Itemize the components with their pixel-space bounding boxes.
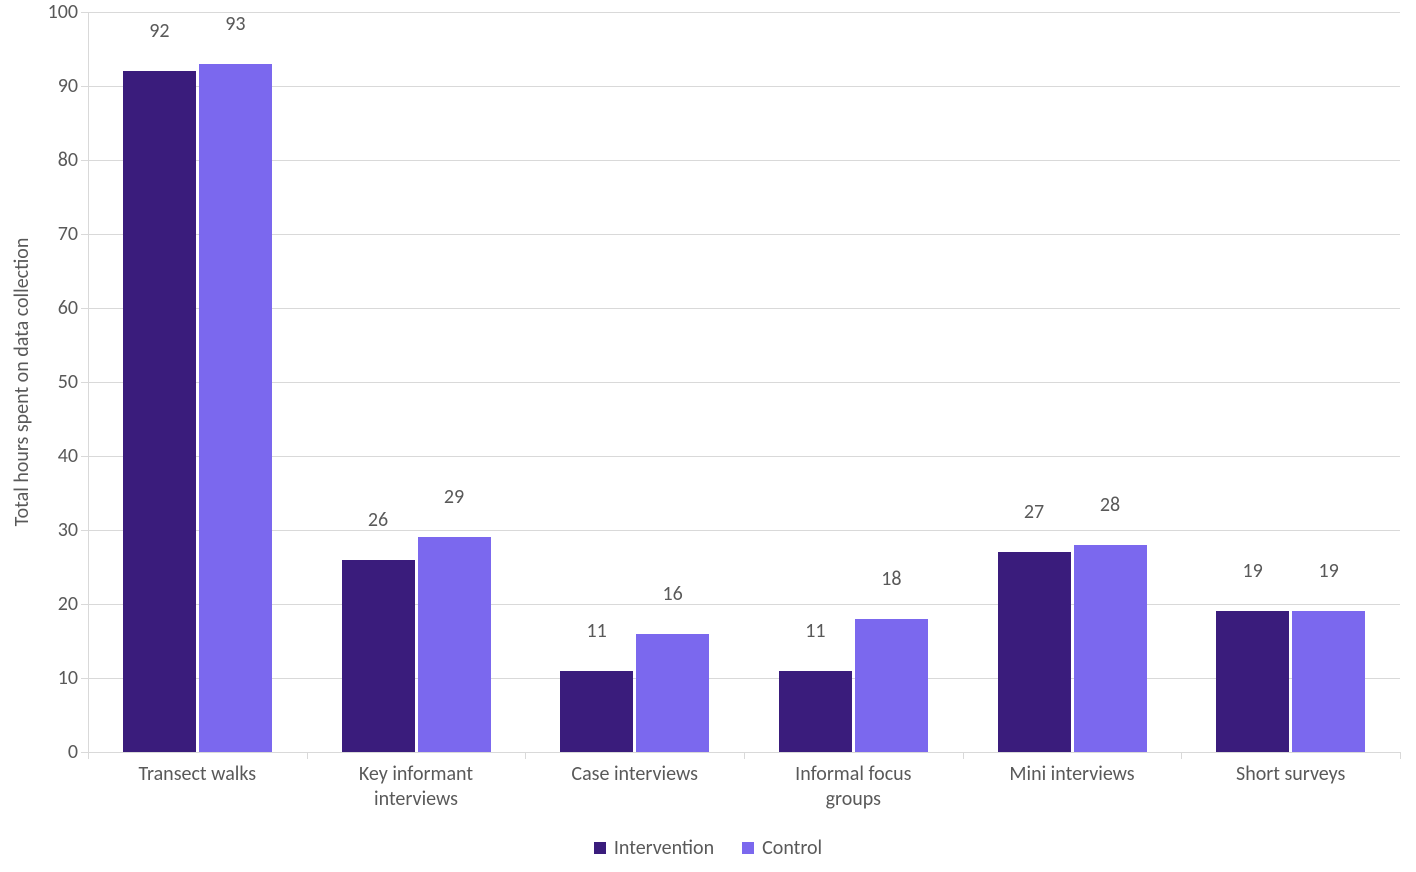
bar-value-label: 27 (1024, 500, 1044, 524)
bar-value-label: 28 (1100, 493, 1120, 517)
bar (636, 634, 709, 752)
y-axis-label: Total hours spent on data collection (10, 238, 34, 527)
category-label: Key informantinterviews (311, 752, 522, 812)
gridline (88, 604, 1400, 605)
bar-value-label: 19 (1319, 559, 1339, 583)
x-tick-mark (1181, 752, 1182, 759)
bar-value-label: 19 (1243, 559, 1263, 583)
x-tick-mark (88, 752, 89, 759)
y-tick-label: 90 (58, 74, 88, 98)
gridline (88, 382, 1400, 383)
bar (1292, 611, 1365, 752)
legend-item: Intervention (594, 836, 714, 860)
legend-item: Control (742, 836, 822, 860)
legend-label: Control (762, 836, 822, 860)
y-tick-label: 10 (58, 666, 88, 690)
gridline (88, 160, 1400, 161)
bar-value-label: 18 (881, 567, 901, 591)
bar (779, 671, 852, 752)
bar-value-label: 29 (444, 485, 464, 509)
bar-value-label: 16 (663, 582, 683, 606)
y-tick-label: 20 (58, 592, 88, 616)
gridline (88, 678, 1400, 679)
x-tick-mark (1400, 752, 1401, 759)
gridline (88, 456, 1400, 457)
bar (418, 537, 491, 752)
bar-value-label: 11 (805, 619, 825, 643)
bar (1074, 545, 1147, 752)
bar (998, 552, 1071, 752)
y-tick-label: 70 (58, 222, 88, 246)
bar (855, 619, 928, 752)
bar (199, 64, 272, 752)
gridline (88, 234, 1400, 235)
gridline (88, 12, 1400, 13)
y-tick-label: 100 (48, 0, 88, 24)
bar-value-label: 11 (587, 619, 607, 643)
bar (560, 671, 633, 752)
legend-swatch (594, 842, 606, 854)
x-tick-mark (525, 752, 526, 759)
legend: Intervention Control (0, 836, 1416, 860)
category-label: Case interviews (529, 752, 740, 787)
category-label: Mini interviews (967, 752, 1178, 787)
plot-area: 0102030405060708090100Transect walks9293… (88, 12, 1400, 752)
gridline (88, 308, 1400, 309)
gridline (88, 86, 1400, 87)
bar-value-label: 26 (368, 508, 388, 532)
bar-value-label: 93 (225, 12, 245, 36)
y-tick-label: 40 (58, 444, 88, 468)
y-tick-label: 50 (58, 370, 88, 394)
category-label: Informal focusgroups (748, 752, 959, 812)
y-tick-label: 0 (68, 740, 88, 764)
legend-swatch (742, 842, 754, 854)
bar (123, 71, 196, 752)
y-tick-label: 30 (58, 518, 88, 542)
y-tick-label: 60 (58, 296, 88, 320)
category-label: Short surveys (1185, 752, 1396, 787)
bar (342, 560, 415, 752)
y-axis-line (88, 12, 89, 752)
x-tick-mark (307, 752, 308, 759)
x-tick-mark (963, 752, 964, 759)
category-label: Transect walks (92, 752, 303, 787)
x-tick-mark (744, 752, 745, 759)
legend-label: Intervention (614, 836, 714, 860)
bar-value-label: 92 (149, 19, 169, 43)
bar (1216, 611, 1289, 752)
gridline (88, 530, 1400, 531)
y-tick-label: 80 (58, 148, 88, 172)
chart-container: Total hours spent on data collection 0 10… (0, 0, 1416, 872)
